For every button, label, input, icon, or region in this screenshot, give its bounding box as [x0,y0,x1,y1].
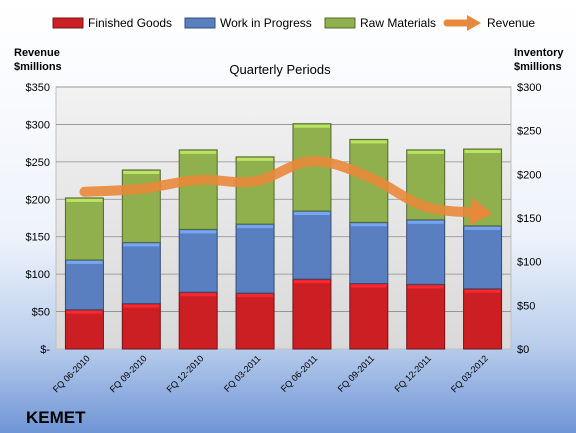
bar-segment [178,149,218,230]
bar-segment [463,225,503,290]
bar-segment-top-highlight [350,223,387,227]
bar-segment [178,291,218,350]
bar-segment-top-highlight [123,243,160,247]
bar-segment [349,221,389,285]
left-tick-label: $200 [26,194,50,206]
bar-segment-top-highlight [350,284,387,288]
bar-segment [121,241,161,305]
bar-segment-top-highlight [464,226,501,230]
legend-entry: Work in Progress [184,16,312,30]
bar-segment [64,309,104,350]
right-axis-ticks: $0 $50 $100 $150 $200 $250 $300 [517,82,541,356]
legend-arrow-swatch [467,15,481,31]
revenue-arrowhead [469,197,493,226]
bar-segment-top-highlight [237,157,274,161]
bar-segment-top-highlight [237,294,274,298]
right-tick-label: $100 [517,257,541,269]
legend-swatch [324,17,356,29]
right-axis-label-line2: $millions [514,61,562,73]
bar-segment [121,169,161,243]
bar-segment [292,210,332,280]
revenue-line [79,156,493,226]
right-tick-label: $50 [517,300,535,312]
bar-segment [292,278,332,350]
bar-segment [235,156,275,225]
left-tick-label: $- [40,344,50,356]
bar-segment [235,292,275,350]
chart-subtitle: Quarterly Periods [229,62,331,77]
bar-segment [406,283,446,350]
bar-segment-top-highlight [407,150,444,154]
legend-swatch [52,17,84,29]
right-tick-label: $300 [517,82,541,94]
bar-segment-top-highlight [293,280,330,284]
bar-segment-top-highlight [180,150,217,154]
bar-segment-top-highlight [123,170,160,174]
bar-segment-top-highlight [180,293,217,297]
legend-label: Raw Materials [360,16,436,30]
right-tick-label: $150 [517,213,541,225]
bar-segment [64,259,104,311]
left-tick-label: $50 [32,307,50,319]
left-tick-label: $150 [26,232,50,244]
bar-segment-top-highlight [66,310,103,314]
left-tick-label: $100 [26,269,50,281]
legend-entry: Raw Materials [324,16,436,30]
legend-label: Revenue [487,16,535,30]
bar-segment [406,219,446,285]
bar-segment [64,197,104,261]
bar-segment-top-highlight [123,304,160,308]
bar-segment [292,123,332,212]
company-name: KEMET [26,408,86,427]
bar-segment [349,283,389,350]
legend-entry: Finished Goods [52,16,172,30]
bar-segment-top-highlight [66,198,103,202]
bar-segment-top-highlight [237,225,274,229]
legend-swatch [184,17,216,29]
bar-segment-top-highlight [464,150,501,154]
left-axis-label-line1: Revenue [14,47,60,59]
bar-segment [178,228,218,293]
legend-label: Finished Goods [88,16,172,30]
bar-segment [463,288,503,350]
left-tick-label: $250 [26,157,50,169]
bar-segment-top-highlight [66,260,103,264]
bar-segment-top-highlight [180,230,217,234]
bar-segment-top-highlight [407,285,444,289]
revenue-line-path [79,156,488,218]
bar-segment [235,223,275,294]
bar-segment-top-highlight [293,212,330,216]
legend-label: Work in Progress [220,16,312,30]
right-tick-label: $250 [517,126,541,138]
legend: Finished Goods Work in Progress Raw Materi… [52,15,535,31]
right-axis-label-line1: Inventory [514,47,564,59]
left-tick-label: $300 [26,119,50,131]
right-tick-label: $0 [517,344,529,356]
bar-segment [121,303,161,350]
left-axis-label-line2: $millions [14,61,62,73]
bar-segment-top-highlight [293,124,330,128]
legend-entry: Revenue [443,15,535,31]
bar-segment-top-highlight [407,220,444,224]
left-tick-label: $350 [26,82,50,94]
bar-segment-top-highlight [350,140,387,144]
left-axis-ticks: $- $50 $100 $150 $200 $250 $300 $350 [26,82,51,356]
right-tick-label: $200 [517,169,541,181]
bar-segment-top-highlight [464,289,501,293]
